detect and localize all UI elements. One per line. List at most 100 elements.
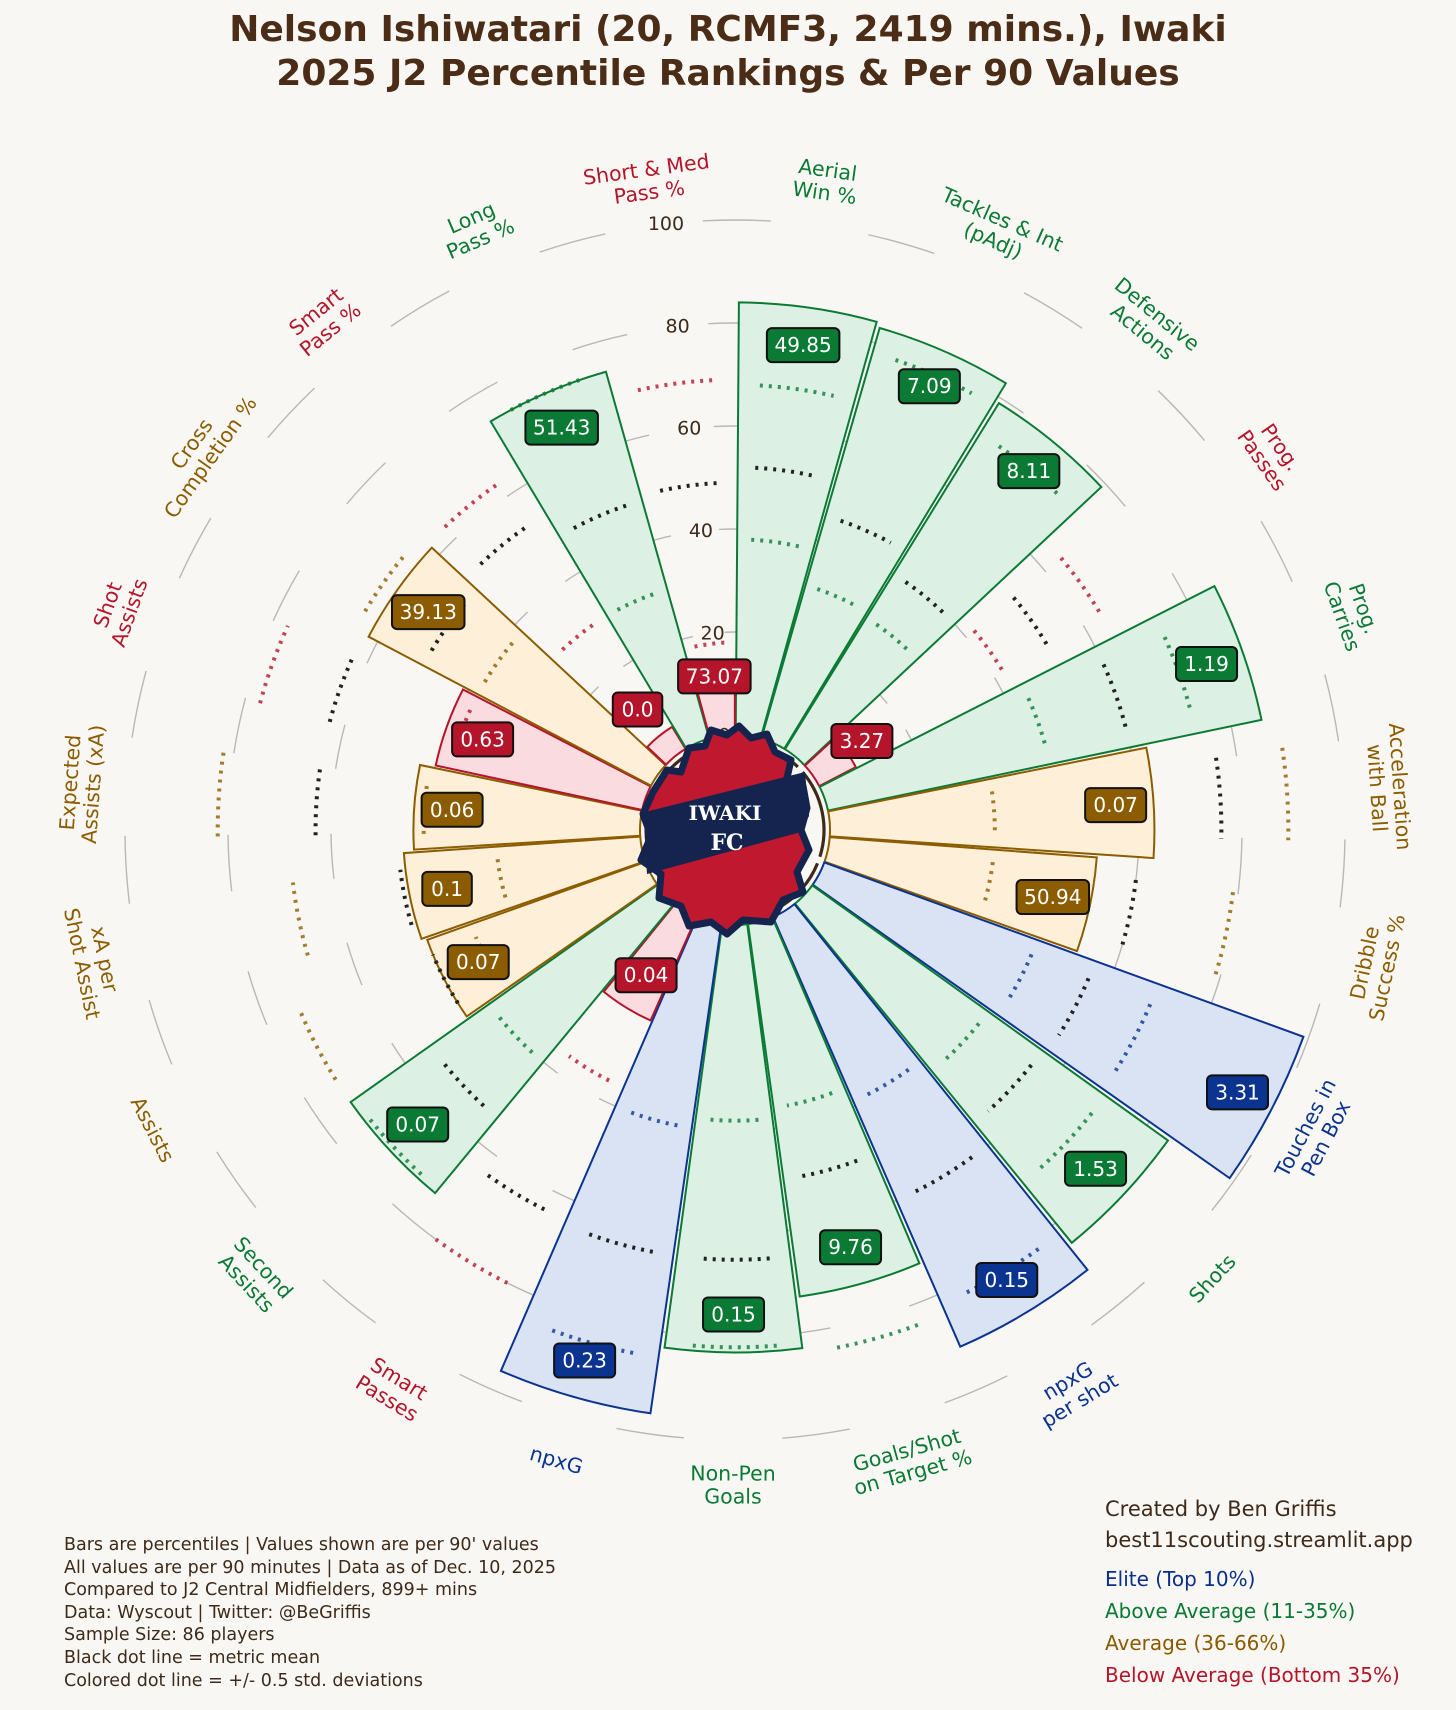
- sd-line-low: [941, 1022, 981, 1063]
- metric-label: Prog.Carries: [1319, 571, 1387, 655]
- metric-label: ExpectedAssists (xA): [54, 722, 109, 844]
- sd-line-high: [215, 749, 226, 837]
- grid-arc: [616, 1427, 685, 1439]
- mean-line: [313, 764, 323, 836]
- sd-line-high: [1038, 1111, 1094, 1171]
- value-label: 3.31: [1215, 1080, 1260, 1104]
- mean-line: [482, 1170, 546, 1212]
- legend-elite: Elite (Top 10%): [1105, 1567, 1256, 1591]
- mean-line: [1214, 757, 1224, 840]
- value-badge: [1084, 787, 1148, 824]
- bar-shot-assists: [434, 688, 652, 812]
- value-label: 1.19: [1184, 652, 1229, 676]
- chart-notes: Bars are percentiles | Values shown are …: [64, 1534, 556, 1692]
- value-label: 0.63: [460, 727, 505, 751]
- sd-line-high: [963, 1247, 1040, 1296]
- value-labels: 49.85 7.09 8.11 3.27 1.19 0.07 50.94 3.31 1.53 0.…: [386, 327, 1270, 1379]
- iwaki-fc-crest-icon: IWAKI FC: [637, 722, 813, 938]
- grid-arc: [1023, 292, 1083, 329]
- metric-label: Accelerationwith Ball: [1361, 722, 1416, 852]
- mean-line: [398, 869, 414, 926]
- sd-line-low: [495, 857, 508, 898]
- sd-line-high: [290, 882, 310, 957]
- sd-line-low: [483, 641, 515, 684]
- grid-arc: [131, 670, 147, 738]
- percentile-bars: [349, 301, 1305, 1415]
- value-badge: [553, 1342, 617, 1379]
- grid-arc: [267, 387, 315, 439]
- sd-line-high: [997, 444, 1061, 497]
- sd-line-high: [689, 1343, 777, 1350]
- value-label: 8.11: [1007, 459, 1052, 483]
- bar-prog-carries: [818, 584, 1263, 812]
- mean-line: [1012, 596, 1051, 649]
- mean-line: [799, 1158, 858, 1179]
- sd-line-high: [509, 376, 585, 412]
- note-line: All values are per 90 minutes | Data as …: [64, 1557, 557, 1578]
- bar-touches-in-pen-box: [811, 861, 1305, 1180]
- value-badge: [677, 658, 752, 695]
- value-badge: [390, 594, 466, 631]
- value-label: 0.15: [711, 1302, 756, 1326]
- metric-label: DefensiveActions: [1095, 273, 1204, 374]
- mean-line: [913, 1155, 974, 1194]
- sd-line-low: [865, 1067, 910, 1097]
- grid-arc: [330, 833, 335, 879]
- grid-arc: [178, 517, 212, 579]
- value-badge: [1015, 879, 1091, 916]
- sd-line-high: [1213, 891, 1235, 975]
- metric-label: npxGper shot: [1025, 1349, 1122, 1433]
- logo-text-bottom: FC: [710, 830, 743, 856]
- credit-author: Created by Ben Griffis: [1105, 1497, 1337, 1521]
- grid-arc: [868, 234, 935, 254]
- mean-line: [1101, 663, 1128, 729]
- metric-label: DribbleSuccess %: [1342, 907, 1410, 1023]
- sd-line-low: [567, 1054, 611, 1083]
- value-label: 73.07: [686, 664, 743, 688]
- group-arc: [801, 771, 826, 858]
- value-label: 0.15: [984, 1268, 1029, 1292]
- metric-label: SmartPasses: [351, 1351, 434, 1427]
- grid-arc: [1324, 674, 1340, 742]
- value-label: 0.0: [622, 697, 654, 721]
- sd-line-high: [443, 481, 501, 529]
- grid-arc: [1157, 390, 1206, 442]
- value-label: 0.04: [624, 963, 669, 987]
- value-badge: [386, 1106, 450, 1143]
- sd-line-low: [1026, 697, 1049, 750]
- sd-line-low: [561, 621, 597, 652]
- value-label: 49.85: [775, 333, 832, 357]
- bar-defensive-actions: [783, 401, 1103, 767]
- grid-arc: [233, 697, 247, 754]
- grid-arc: [346, 462, 386, 505]
- mean-line: [755, 465, 816, 479]
- metric-label: CrossCompletion %: [140, 379, 261, 523]
- mean-line: [904, 580, 946, 616]
- mean-line: [431, 953, 460, 1005]
- value-label: 0.06: [430, 798, 475, 822]
- value-badge: [614, 957, 678, 994]
- bar-dribble-success-: [823, 836, 1098, 953]
- grid-arc: [227, 834, 233, 892]
- metric-label: Touches inPen Box: [1270, 1075, 1362, 1193]
- sd-line-high: [832, 1323, 919, 1351]
- sd-line-high: [1162, 636, 1193, 712]
- sd-line-high: [1113, 1003, 1153, 1073]
- metric-label: ShotAssists: [84, 568, 152, 650]
- mean-line: [659, 481, 718, 493]
- grid-arc: [539, 233, 606, 253]
- value-label: 3.27: [840, 729, 885, 753]
- sd-line-low: [751, 537, 800, 549]
- value-label: 51.43: [533, 416, 590, 440]
- sd-line-low: [972, 629, 1006, 675]
- value-badge: [611, 691, 664, 728]
- sd-line-high: [258, 625, 290, 704]
- note-line: Sample Size: 86 players: [64, 1625, 275, 1646]
- legend-above-average: Above Average (11-35%): [1105, 1599, 1356, 1623]
- grid-arc: [1091, 1281, 1145, 1326]
- bar-expected-assists-xa-: [412, 763, 644, 851]
- note-line: Colored dot line = +/- 0.5 std. deviatio…: [64, 1670, 423, 1691]
- bar-long-pass-: [489, 370, 711, 750]
- grid-arc: [702, 219, 771, 222]
- mean-line: [839, 518, 892, 545]
